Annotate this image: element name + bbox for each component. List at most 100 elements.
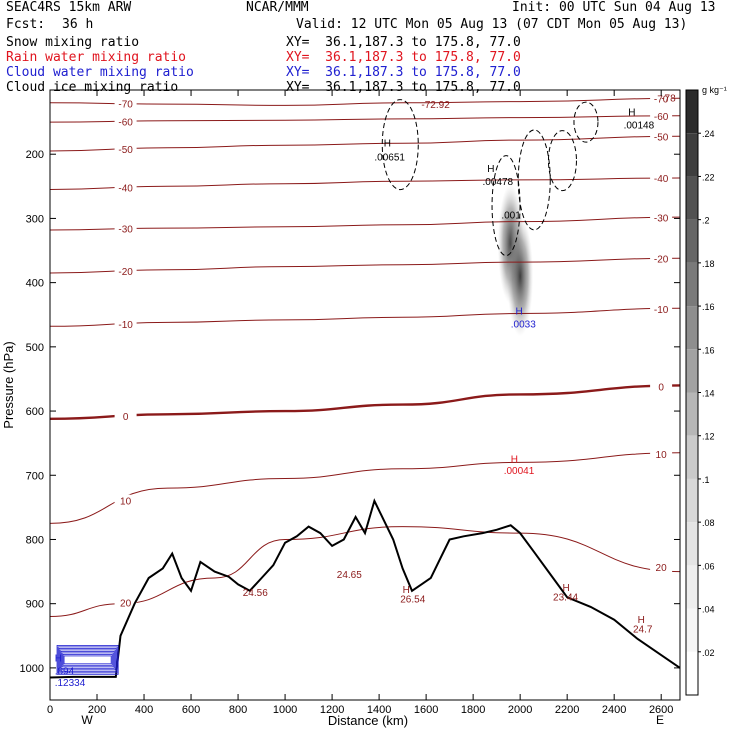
cloud-water-contour-7: [63, 655, 112, 665]
x-tick-label-0: 0: [47, 704, 53, 716]
x-tick-label-8: 1600: [414, 704, 438, 716]
rain-water-h: H: [511, 454, 518, 465]
isotherm-label-bg-20-1: [650, 561, 673, 573]
y-tick-label-8: 1000: [20, 663, 44, 675]
colorbar-segment-2: [686, 176, 698, 220]
terrain-min-3: 26.54: [400, 594, 425, 605]
y-tick-label-3: 500: [26, 342, 44, 354]
isotherm-label-bg--50-1: [650, 130, 673, 142]
isotherm-label--30-0: -30: [118, 225, 133, 236]
fcst-value: 36 h: [62, 17, 94, 32]
y-tick-label-4: 600: [26, 406, 44, 418]
snow-shading-1: [507, 216, 534, 337]
isotherm-0: [50, 384, 680, 420]
terrain-min-1: 24.56: [243, 588, 268, 599]
colorbar-segment-6: [686, 349, 698, 393]
cloud-water-contour-0: [56, 645, 119, 675]
colorbar-segment-11: [686, 565, 698, 609]
isotherm-label--10-1: -10: [654, 305, 669, 316]
field-rain: Rain water mixing ratio: [6, 50, 187, 65]
field-cloudice: Cloud ice mixing ratio: [6, 80, 179, 95]
isotherm--70: [50, 97, 680, 106]
terrain-h-4: H: [562, 583, 569, 594]
colorbar-unit: g kg⁻¹: [702, 85, 727, 95]
field-cloudwater-xy: XY= 36.1,187.3 to 175.8, 77.0: [286, 65, 521, 80]
isotherm-label-10-0: 10: [120, 497, 132, 508]
field-rain-xy: XY= 36.1,187.3 to 175.8, 77.0: [286, 50, 521, 65]
cloud-ice-h-2: H: [487, 164, 494, 175]
terrain-h-5: H: [638, 615, 645, 626]
colorbar-label-10: .06: [702, 561, 715, 571]
cloud-water-h-2: H: [55, 653, 62, 664]
isotherm-20: [50, 526, 680, 617]
isotherm-10: [50, 452, 680, 524]
colorbar-segment-9: [686, 478, 698, 523]
x-tick-label-6: 1200: [320, 704, 344, 716]
colorbar-segment-3: [686, 219, 698, 263]
isotherm-label-0-1: 0: [658, 382, 664, 393]
cloud-ice-contour-4: [573, 101, 599, 143]
plot-frame: [49, 89, 681, 701]
x-tick-label-11: 2200: [555, 704, 579, 716]
isotherm-label-bg--10-1: [650, 302, 673, 314]
isotherm-label--10-0: -10: [118, 320, 133, 331]
isotherm-label-bg--30-1: [650, 211, 673, 223]
isotherm-label-bg--20-0: [114, 264, 137, 276]
cloud-water-contour-1: [57, 646, 118, 674]
isotherm-label-0-0: 0: [123, 412, 129, 423]
isotherm--20: [50, 257, 680, 274]
isotherm-label-10-1: 10: [656, 450, 668, 461]
x-axis-label: Distance (km): [328, 713, 408, 728]
cloud-ice-contour-3: [547, 130, 577, 192]
x-tick-label-9: 1800: [461, 704, 485, 716]
y-tick-label-1: 300: [26, 213, 44, 225]
terrain-line: [50, 498, 680, 679]
cloud-ice-value-4: .00148: [624, 121, 655, 132]
isotherm-label--20-1: -20: [654, 255, 669, 266]
colorbar-segment-4: [686, 262, 698, 307]
center-title: NCAR/MMM: [246, 0, 309, 15]
isotherm-label-bg-10-0: [114, 494, 137, 506]
x-tick-label-1: 200: [88, 704, 106, 716]
colorbar-label-9: .08: [702, 518, 715, 528]
y-tick-label-7: 900: [26, 599, 44, 611]
terrain-h-3: H: [403, 585, 410, 596]
field-cloudwater: Cloud water mixing ratio: [6, 65, 194, 80]
isotherm-label-bg--30-0: [114, 222, 137, 234]
isotherm-label--30-1: -30: [654, 214, 669, 225]
isotherm-label-bg--40-1: [650, 172, 673, 184]
cloud-water-contour-5: [61, 652, 114, 668]
cloud-ice-contour-1: [491, 155, 521, 257]
colorbar-label-1: .22: [702, 172, 715, 182]
isotherm--60: [50, 115, 680, 123]
isotherm-label-20-0: 20: [120, 598, 132, 609]
colorbar-label-2: .2: [702, 216, 710, 226]
cloud-water-value-2: .894: [55, 666, 75, 677]
isotherm--30: [50, 216, 680, 231]
colorbar-label-7: .12: [702, 432, 715, 442]
isotherm-label-bg--10-0: [114, 317, 137, 329]
isotherm-label-bg-10-1: [650, 447, 673, 459]
isotherm-label-20-1: 20: [656, 563, 668, 574]
cloud-ice-value-3: .001: [501, 210, 521, 221]
isotherm-label-bg-20-0: [114, 596, 137, 608]
cloud-water-value-1: .0033: [511, 320, 536, 331]
x-tick-label-13: 2600: [649, 704, 673, 716]
colorbar-label-0: .24: [702, 129, 715, 139]
colorbar-segment-7: [686, 392, 698, 436]
colorbar-segment-5: [686, 306, 698, 350]
top-right-value-label: -78: [661, 94, 676, 105]
isotherm-label-bg--40-0: [114, 181, 137, 193]
y-tick-label-2: 400: [26, 278, 44, 290]
isotherm-label-bg--50-0: [114, 142, 137, 154]
colorbar-segment-12: [686, 608, 698, 652]
model-title: SEAC4RS 15km ARW: [6, 0, 132, 15]
rain-water-value: .00041: [504, 466, 535, 477]
init-time: Init: 00 UTC Sun 04 Aug 13: [512, 0, 716, 15]
colorbar-label-8: .1: [702, 475, 710, 485]
isotherm-label--60-1: -60: [654, 112, 669, 123]
field-snow-xy: XY= 36.1,187.3 to 175.8, 77.0: [286, 35, 521, 50]
cloud-ice-h-3: H: [628, 108, 635, 119]
cloud-ice-h-1: H: [384, 139, 391, 150]
